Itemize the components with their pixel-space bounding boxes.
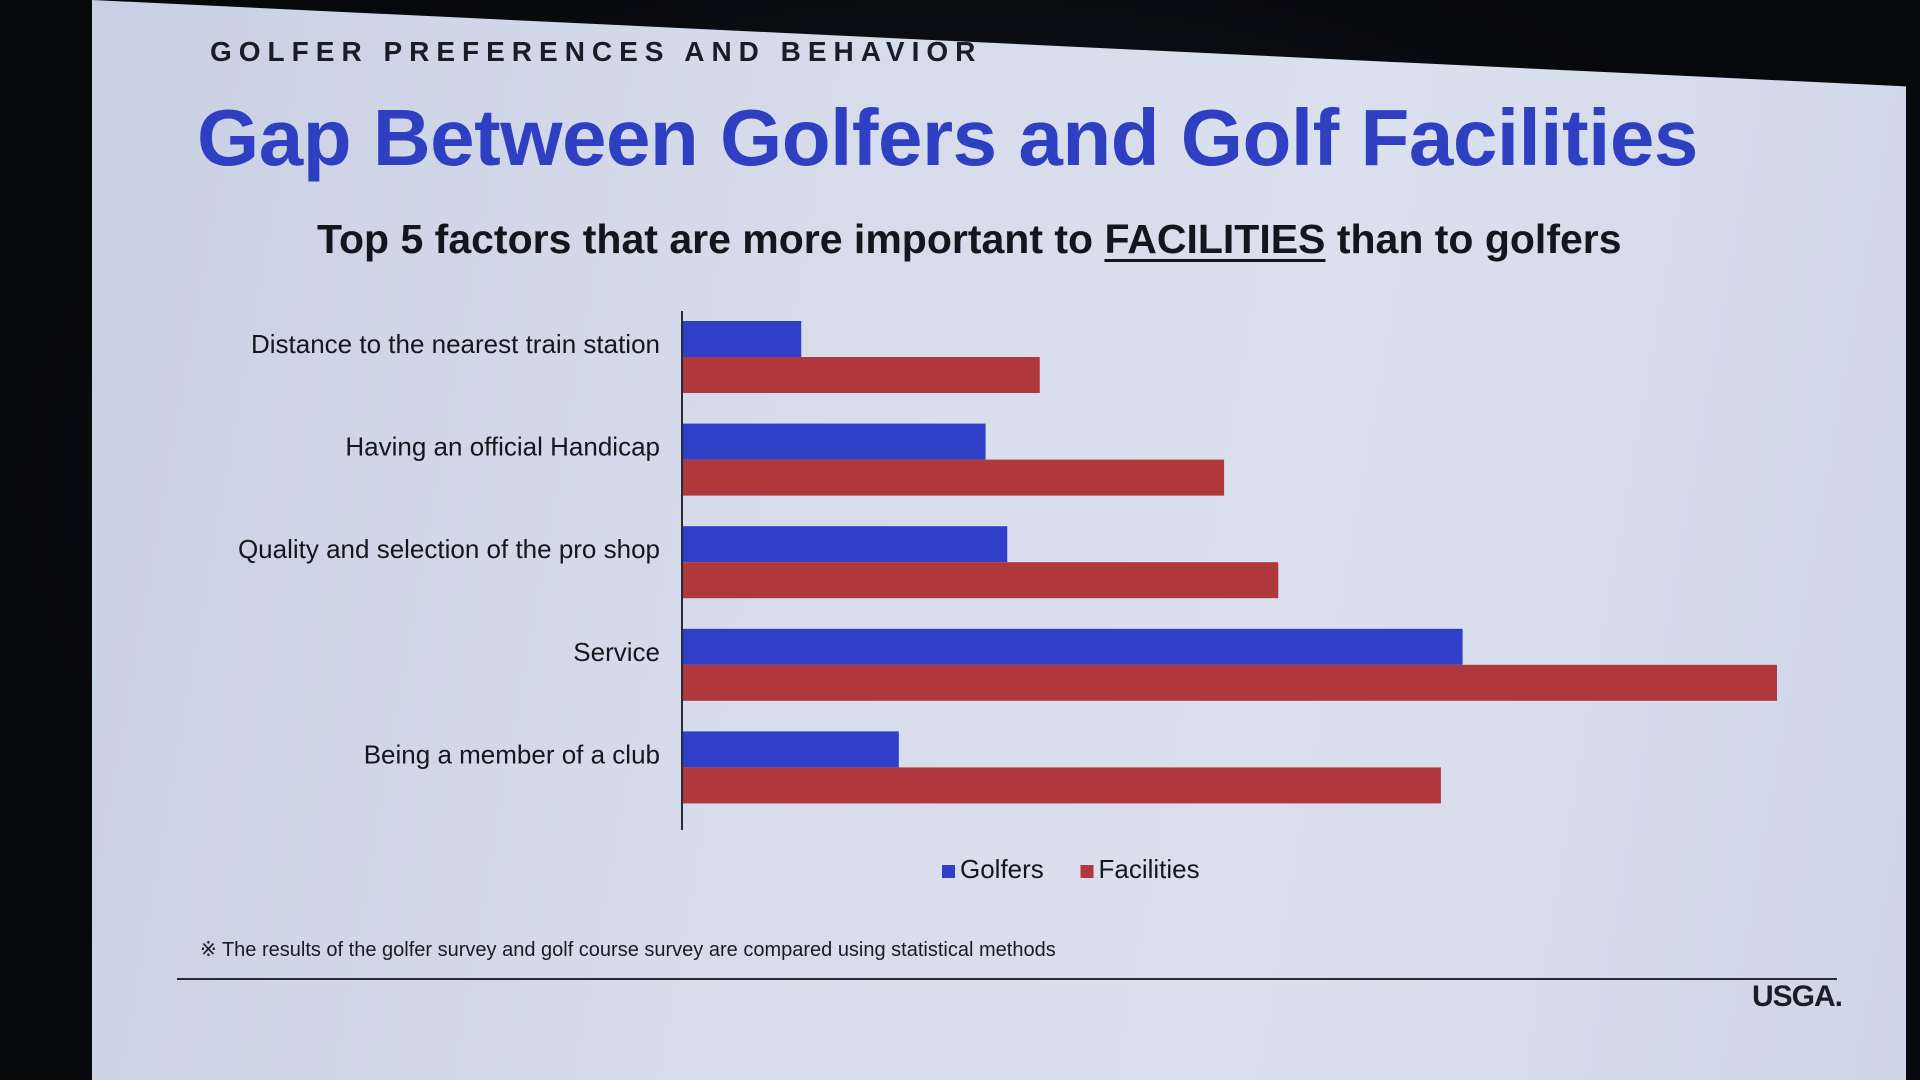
slide-title: Gap Between Golfers and Golf Facilities [197,93,1698,182]
category-label-1: Having an official Handicap [345,432,660,462]
projection-screen: GOLFER PREFERENCES AND BEHAVIOR Gap Betw… [92,0,1906,1080]
slide-subtitle: Top 5 factors that are more important to… [317,216,1622,263]
subtitle-text-start: Top 5 factors that are more important to [317,216,1105,262]
legend-swatch-1 [1080,865,1094,878]
category-label-0: Distance to the nearest train station [251,329,660,359]
bar-facilities-4 [682,767,1441,804]
subtitle-text-end: than to golfers [1325,216,1622,262]
subtitle-emphasis: FACILITIES [1104,216,1326,262]
bar-chart: Distance to the nearest train station Hav… [238,311,1777,884]
chart-area: Distance to the nearest train station Hav… [92,0,1906,1080]
legend-label-1: Facilities [1099,854,1200,884]
legend-label-0: Golfers [960,854,1044,884]
bar-golfers-3 [682,628,1463,665]
bar-facilities-2 [682,562,1279,599]
bar-golfers-2 [682,526,1008,563]
bar-facilities-0 [682,357,1040,393]
category-label-3: Service [573,637,660,667]
bar-golfers-4 [682,731,899,768]
category-label-4: Being a member of a club [364,739,660,769]
bar-facilities-1 [682,459,1225,496]
bar-facilities-3 [682,664,1777,701]
usga-logo: USGA. [1752,980,1843,1013]
legend-swatch-0 [942,865,955,878]
footer-rule [177,978,1837,980]
bar-golfers-1 [682,423,986,460]
category-label-2: Quality and selection of the pro shop [238,534,660,564]
bar-golfers-0 [682,321,802,357]
footnote: ※ The results of the golfer survey and g… [200,939,1056,961]
slide-eyebrow: GOLFER PREFERENCES AND BEHAVIOR [210,36,983,67]
